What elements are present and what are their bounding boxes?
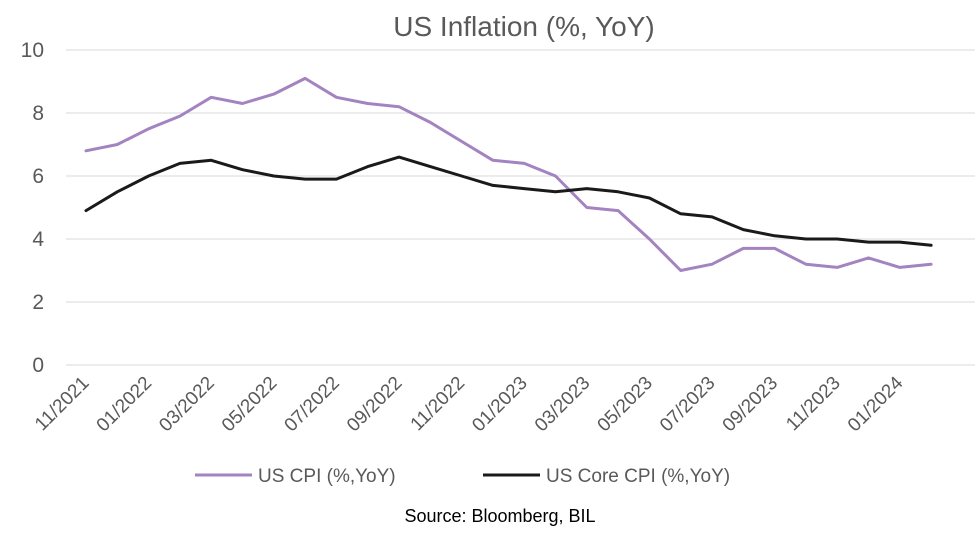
gridlines [66,49,975,366]
y-tick-label: 2 [32,291,44,314]
x-tick-label: 09/2023 [719,373,782,436]
x-tick-label: 07/2022 [281,373,344,436]
x-tick-label: 11/2022 [407,373,469,435]
x-axis: 11/2021 01/2022 03/2022 05/2022 07/2022 09/20… [31,372,908,436]
y-tick-label: 6 [32,165,44,188]
series-line-1 [84,155,933,247]
x-tick-label: 01/2023 [468,373,531,436]
x-tick-label: 11/2021 [31,373,93,435]
x-tick-label: 11/2023 [782,373,844,435]
series-lines [84,76,933,272]
legend-label-0: US CPI (%,YoY) [258,466,396,487]
x-tick-label: 03/2023 [531,373,594,436]
x-tick-label: 03/2022 [155,373,218,436]
y-tick-label: 0 [32,354,44,377]
series-line-0 [84,76,933,272]
x-tick-label: 05/2023 [594,373,657,436]
y-tick-label: 8 [32,102,44,125]
x-tick-label: 05/2022 [218,373,281,436]
y-axis: 0 2 4 6 8 10 [21,39,45,377]
chart-title: US Inflation (%, YoY) [393,11,654,42]
source-note: Source: Bloomberg, BIL [404,506,595,526]
x-tick-label: 01/2024 [844,372,908,436]
x-tick-label: 09/2022 [343,373,406,436]
y-tick-label: 10 [21,39,44,62]
legend-label-1: US Core CPI (%,YoY) [546,466,730,487]
y-tick-label: 4 [32,228,44,251]
legend: US CPI (%,YoY) US Core CPI (%,YoY) [195,466,730,487]
x-tick-label: 07/2023 [656,373,719,436]
x-tick-label: 01/2022 [93,373,156,436]
